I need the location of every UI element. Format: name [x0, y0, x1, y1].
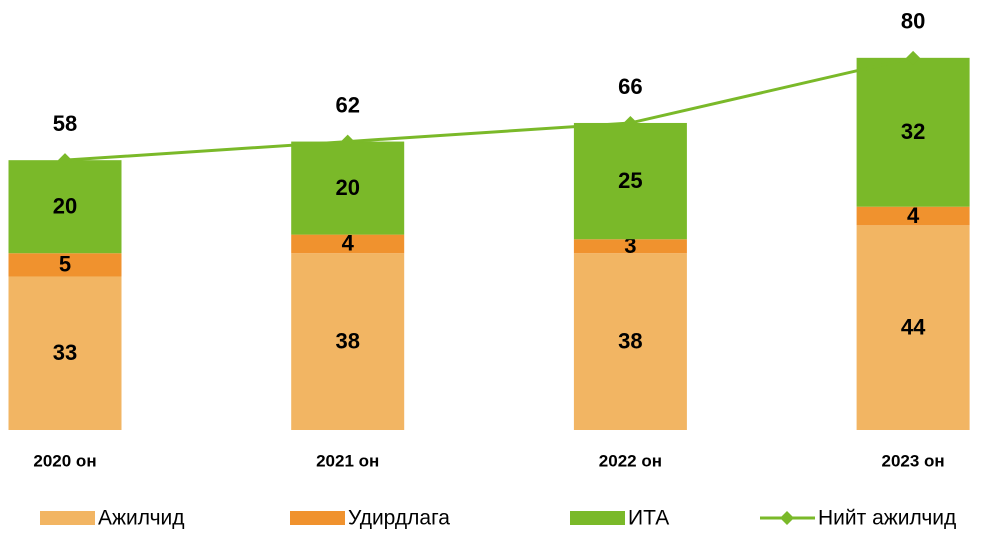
line-marker — [623, 115, 638, 130]
x-tick-label: 2023 он — [881, 451, 944, 470]
legend-swatch — [290, 511, 345, 525]
x-tick-label: 2021 он — [316, 451, 379, 470]
data-label: 32 — [901, 119, 925, 144]
bar-segment — [573, 122, 687, 240]
legend-label: Ажилчид — [98, 507, 185, 530]
bar-segment — [573, 253, 687, 430]
bar-segment — [856, 225, 970, 430]
legend-label: Удирдлага — [348, 507, 450, 530]
data-label: 58 — [53, 111, 77, 136]
bar-segment — [856, 57, 970, 207]
line-marker — [58, 153, 72, 168]
line-marker — [906, 50, 921, 65]
legend-label: Нийт ажилчид — [818, 507, 956, 530]
data-label: 38 — [618, 328, 642, 353]
bar-segment — [573, 239, 687, 254]
bar-segment — [291, 234, 405, 254]
data-label: 5 — [59, 252, 71, 277]
bar-segment — [8, 276, 122, 430]
x-tick-label: 2020 он — [33, 451, 96, 470]
bar-segment — [8, 160, 122, 254]
x-tick-label: 2022 он — [599, 451, 662, 470]
data-label: 4 — [342, 231, 355, 256]
legend-label: ИТА — [628, 507, 669, 530]
data-label: 4 — [907, 203, 920, 228]
data-label: 44 — [901, 314, 926, 339]
data-label: 25 — [618, 168, 642, 193]
data-label: 3 — [624, 233, 636, 258]
legend-marker — [780, 511, 794, 525]
bar-segment — [856, 206, 970, 226]
data-label: 33 — [53, 340, 77, 365]
line-marker — [340, 134, 355, 149]
legend-swatch — [40, 511, 95, 525]
legend-swatch — [570, 511, 625, 525]
bar-segment — [8, 253, 122, 277]
line — [64, 56, 914, 162]
data-label: 66 — [618, 74, 642, 99]
data-label: 80 — [901, 9, 925, 34]
bar-segment — [291, 141, 405, 235]
bar-segment — [291, 253, 405, 430]
data-label: 20 — [53, 194, 77, 219]
data-label: 20 — [335, 175, 359, 200]
data-label: 62 — [335, 92, 359, 117]
data-label: 38 — [335, 328, 359, 353]
